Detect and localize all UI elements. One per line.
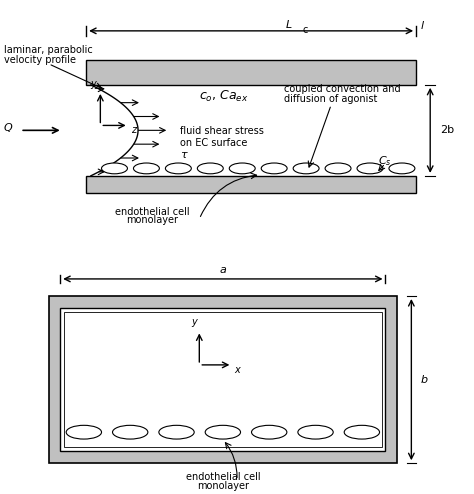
Text: z: z (131, 125, 136, 135)
Text: Q: Q (4, 123, 12, 133)
Text: endothelial cell: endothelial cell (115, 207, 190, 217)
Text: endothelial cell: endothelial cell (185, 472, 260, 482)
Text: $c_o$, $Ca_{ex}$: $c_o$, $Ca_{ex}$ (199, 88, 249, 104)
Ellipse shape (66, 425, 101, 439)
Text: 2b: 2b (439, 125, 454, 135)
Text: $\tau$: $\tau$ (181, 150, 189, 160)
Text: L: L (286, 20, 292, 31)
Text: x: x (235, 365, 240, 375)
Text: on EC surface: on EC surface (181, 138, 248, 148)
Text: monolayer: monolayer (126, 215, 178, 225)
Text: c: c (302, 25, 308, 35)
Text: fluid shear stress: fluid shear stress (181, 126, 264, 136)
Ellipse shape (229, 163, 255, 174)
Bar (64, 312, 382, 447)
Ellipse shape (298, 425, 333, 439)
Ellipse shape (205, 425, 240, 439)
Text: $C_s$: $C_s$ (378, 155, 392, 168)
Ellipse shape (325, 163, 351, 174)
Text: monolayer: monolayer (197, 481, 249, 491)
Ellipse shape (344, 425, 380, 439)
Text: velocity profile: velocity profile (4, 55, 76, 65)
Ellipse shape (101, 163, 128, 174)
Ellipse shape (159, 425, 194, 439)
Ellipse shape (389, 163, 415, 174)
Bar (60, 308, 385, 451)
Text: a: a (219, 265, 226, 275)
Ellipse shape (134, 163, 159, 174)
Text: y: y (191, 317, 198, 327)
Ellipse shape (112, 425, 148, 439)
Text: l: l (421, 21, 424, 32)
Ellipse shape (261, 163, 287, 174)
Ellipse shape (293, 163, 319, 174)
FancyBboxPatch shape (86, 176, 416, 193)
Ellipse shape (357, 163, 383, 174)
Text: laminar, parabolic: laminar, parabolic (4, 45, 92, 55)
Text: coupled convection and: coupled convection and (284, 84, 401, 94)
Text: y: y (91, 79, 96, 88)
Ellipse shape (197, 163, 223, 174)
Ellipse shape (165, 163, 191, 174)
Bar (48, 296, 397, 463)
Text: b: b (421, 374, 428, 385)
FancyBboxPatch shape (86, 60, 416, 85)
Ellipse shape (252, 425, 287, 439)
Text: diffusion of agonist: diffusion of agonist (284, 94, 377, 104)
